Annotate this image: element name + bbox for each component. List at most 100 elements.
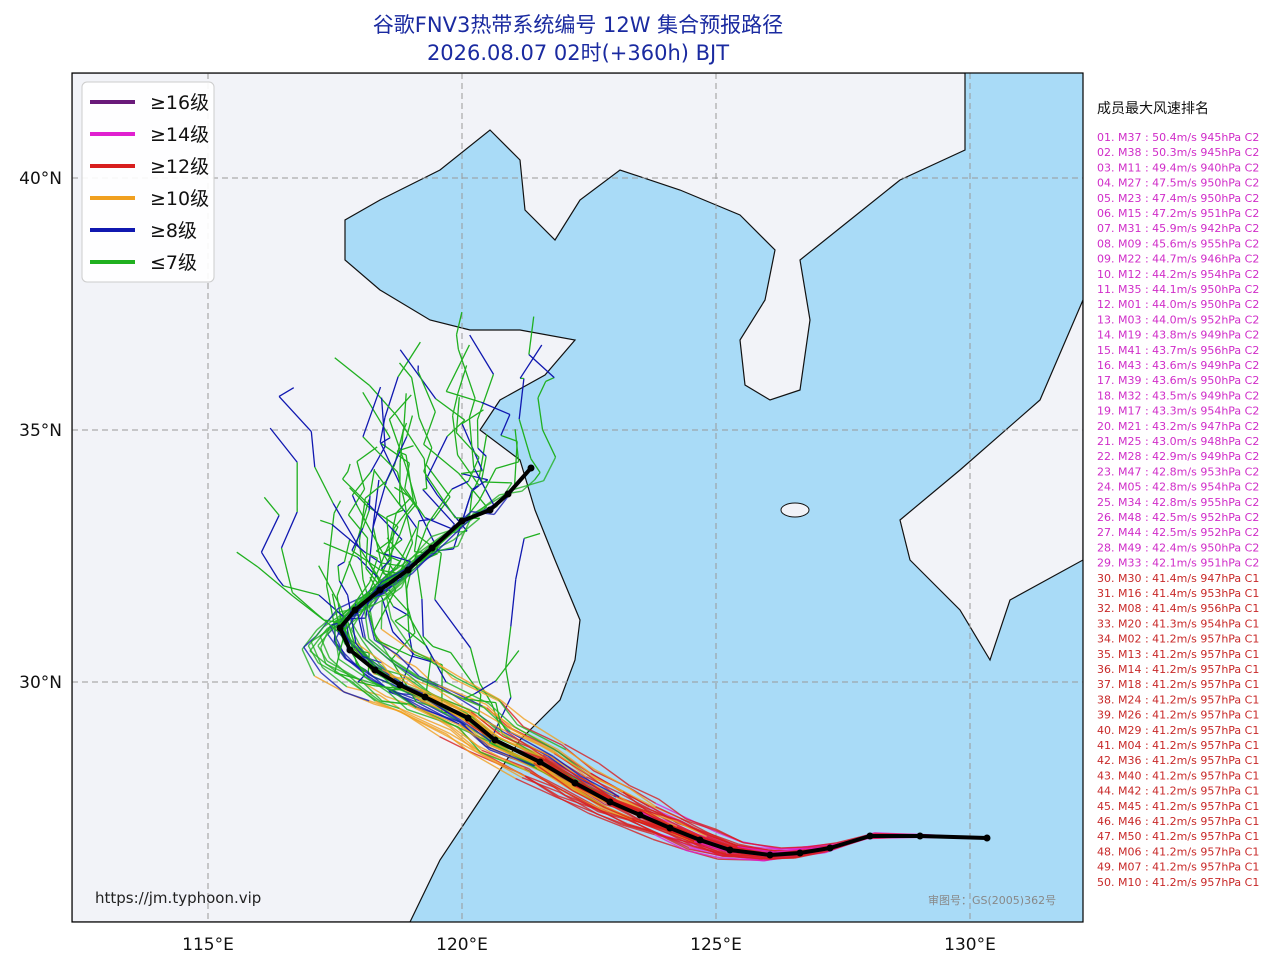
ensemble-segment [236, 551, 259, 568]
ensemble-segment [691, 842, 723, 857]
ranking-item: 12. M01 : 44.0m/s 950hPa C2 [1097, 298, 1259, 311]
ensemble-segment [343, 538, 351, 563]
mean-track-point [666, 824, 674, 832]
ranking-item: 04. M27 : 47.5m/s 950hPa C2 [1097, 177, 1259, 190]
ensemble-segment [367, 613, 376, 641]
ensemble-segment [421, 598, 424, 637]
ensemble-segment [357, 681, 376, 687]
ensemble-segment [354, 644, 383, 670]
ensemble-segment [587, 773, 624, 793]
ranking-item: 13. M03 : 44.0m/s 952hPa C2 [1097, 313, 1259, 326]
ensemble-segment [440, 686, 479, 711]
ensemble-segment [445, 681, 489, 705]
ensemble-segment [524, 775, 559, 797]
lat-label: 35°N [19, 421, 62, 441]
ensemble-segment [449, 726, 480, 752]
ensemble-segment [471, 479, 489, 490]
ensemble-segment [505, 667, 512, 698]
ensemble-segment [469, 751, 516, 780]
mean-track-point [464, 714, 472, 722]
ensemble-segment [477, 744, 531, 774]
ensemble-segment [445, 733, 471, 753]
ensemble-segment [425, 436, 448, 479]
ensemble-segment [709, 834, 738, 848]
ensemble-segment [743, 842, 782, 849]
ensemble-segment [422, 489, 456, 525]
ensemble-segment [337, 561, 345, 567]
ensemble-segment [556, 796, 594, 814]
ensemble-segment [392, 631, 415, 656]
ensemble-segment [807, 842, 837, 848]
ensemble-segment [609, 799, 643, 813]
ensemble-segment [629, 788, 656, 808]
ensemble-segment [314, 466, 334, 504]
approval-number: 审图号：GS(2005)362号 [928, 893, 1056, 907]
ensemble-segment [356, 504, 383, 552]
ensemble-segment [425, 532, 452, 558]
ensemble-segment [386, 657, 413, 679]
ensemble-segment [455, 311, 463, 335]
ensemble-segment [351, 550, 382, 571]
ensemble-segment [641, 810, 673, 828]
ranking-item: 33. M20 : 41.3m/s 954hPa C1 [1097, 617, 1259, 630]
ranking-item: 50. M10 : 41.2m/s 957hPa C1 [1097, 876, 1259, 889]
ranking-title: 成员最大风速排名 [1097, 101, 1209, 117]
ensemble-segment [457, 365, 468, 394]
ensemble-segment [484, 745, 535, 767]
mean-track-point [371, 666, 379, 674]
ensemble-segment [657, 832, 690, 849]
ranking-item: 14. M19 : 43.8m/s 949hPa C2 [1097, 329, 1259, 342]
ensemble-segment [317, 628, 333, 647]
mean-track-point [421, 693, 429, 701]
mean-track-point [346, 646, 354, 654]
ensemble-segment [369, 558, 378, 583]
ensemble-segment [686, 849, 720, 859]
ensemble-segment [457, 348, 476, 399]
mean-track-point [351, 606, 359, 614]
ensemble-segment [388, 419, 407, 468]
ranking-item: 10. M12 : 44.2m/s 954hPa C2 [1097, 268, 1259, 281]
lat-label: 40°N [19, 169, 62, 189]
ensemble-segment [363, 609, 370, 639]
ensemble-segment [480, 401, 511, 416]
ensemble-segment [647, 811, 674, 828]
ensemble-segment [356, 461, 366, 490]
ensemble-segment [608, 803, 638, 820]
ensemble-segment [510, 579, 517, 627]
map-frame [71, 72, 1084, 923]
ensemble-segment [372, 589, 397, 632]
ensemble-segment [331, 523, 367, 554]
ensemble-segment [715, 828, 744, 844]
mean-track [337, 466, 988, 858]
ensemble-segment [278, 396, 312, 432]
ensemble-segment [524, 718, 565, 745]
ensemble-segment [468, 398, 476, 418]
legend: ≥16级 ≥14级 ≥12级 ≥10级 ≥8级 ≤7级 [81, 81, 215, 283]
ranking-item: 27. M44 : 42.5m/s 952hPa C2 [1097, 526, 1259, 539]
ensemble-segment [664, 828, 695, 843]
ensemble-segment [434, 553, 442, 600]
ensemble-segment [597, 813, 627, 826]
lon-label: 115°E [182, 935, 234, 955]
ensemble-segment [356, 663, 367, 672]
mean-track-point [396, 681, 404, 689]
graticule [72, 73, 1083, 922]
ensemble-segment [399, 349, 437, 400]
legend-label: ≥8级 [150, 220, 197, 242]
ensemble-segment [380, 628, 414, 653]
lat-label: 30°N [19, 673, 62, 693]
ensemble-segment [469, 647, 481, 684]
lon-label: 120°E [436, 935, 488, 955]
ensemble-segment [362, 391, 391, 439]
ensemble-segment [309, 627, 328, 652]
ensemble-segment [398, 362, 413, 379]
ensemble-segment [530, 458, 541, 473]
ensemble-segment [291, 591, 316, 614]
ensemble-segment [418, 417, 433, 448]
ensemble-segment [545, 376, 555, 382]
ensemble-segment [661, 830, 696, 845]
mean-track-point [826, 844, 834, 852]
ensemble-segment [334, 357, 371, 387]
ensemble-segment [695, 843, 726, 855]
mainland [72, 73, 966, 922]
